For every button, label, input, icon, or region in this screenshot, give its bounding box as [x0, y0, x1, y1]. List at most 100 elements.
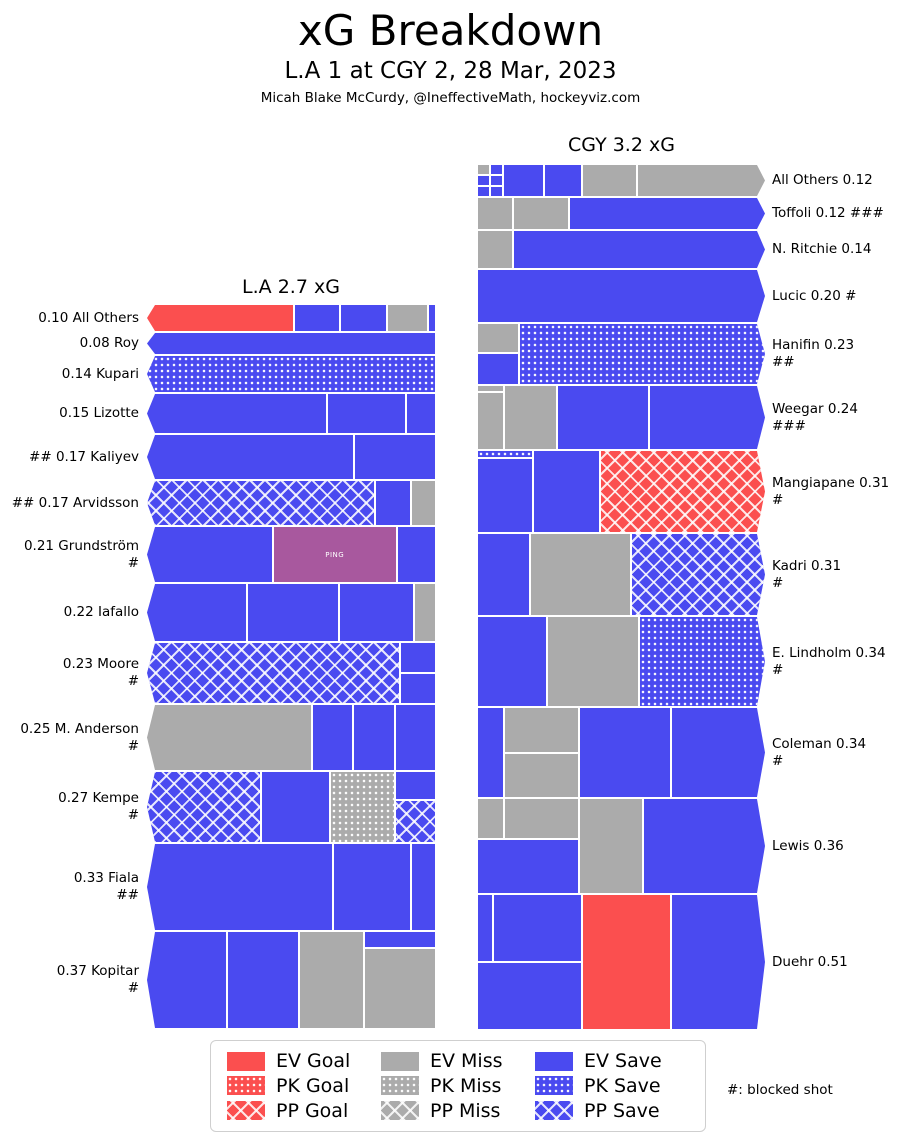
- player-label-line: #: [772, 574, 784, 591]
- legend-item-pk-miss: PK Miss: [381, 1075, 535, 1097]
- player-bar: [147, 705, 435, 770]
- player-label: Hanifin 0.23 ##: [765, 324, 901, 384]
- blocked-shot-note: #: blocked shot: [727, 1082, 833, 1098]
- player-row-grundstr-m: 0.21 Grundström # PING: [0, 527, 435, 582]
- player-bar: [147, 932, 435, 1028]
- segment-ev_miss: [548, 617, 639, 706]
- legend-item-ev-save: EV Save: [535, 1050, 689, 1072]
- segment-group: [478, 895, 581, 1029]
- segment-ev_miss: [478, 165, 489, 174]
- legend-label: PP Miss: [430, 1099, 501, 1122]
- player-label-line: ## 0.17 Kaliyev: [29, 448, 139, 465]
- player-bar: [478, 534, 765, 615]
- player-bar: [147, 844, 435, 930]
- segment-pp_save: [147, 643, 399, 703]
- segment-ev_save: [261, 772, 330, 842]
- legend: EV Goal EV Miss EV Save PK Goal PK Miss PK Sa…: [210, 1040, 706, 1132]
- segment-ev_miss: [364, 949, 435, 1028]
- pp-save-swatch: [535, 1101, 573, 1121]
- player-bar: [147, 772, 435, 842]
- segment-pk_save: [147, 356, 435, 392]
- segment-pp_goal: [601, 451, 765, 532]
- segment-ev_save: [400, 674, 435, 703]
- segment-ev_save: [491, 165, 502, 174]
- player-label-line: #: [127, 554, 139, 571]
- player-label-line: 0.21 Grundström: [23, 537, 139, 554]
- player-label: Toffoli 0.12 ###: [765, 198, 901, 229]
- segment-ev_save: [412, 844, 435, 930]
- player-label-line: Toffoli 0.12 ###: [772, 205, 884, 222]
- segment-ev_save: [491, 187, 502, 196]
- player-label-line: Hanifin 0.23: [772, 337, 855, 354]
- player-label-line: Weegar 0.24: [772, 400, 858, 417]
- segment-group: [478, 451, 532, 532]
- segment-ev_goal: [147, 305, 293, 331]
- player-row-fiala: 0.33 Fiala ##: [0, 844, 435, 930]
- player-row-arvidsson: ## 0.17 Arvidsson: [0, 481, 435, 525]
- player-bar: [478, 617, 765, 706]
- page-title: xG Breakdown: [297, 6, 604, 55]
- segment-ev_save: [354, 705, 394, 770]
- player-bar: [478, 324, 765, 384]
- player-label: 0.37 Kopitar #: [0, 932, 147, 1028]
- player-label: ## 0.17 Arvidsson: [0, 481, 147, 525]
- player-row-kempe: 0.27 Kempe #: [0, 772, 435, 842]
- player-label-line: #: [127, 807, 139, 823]
- player-label-line: #: [127, 980, 139, 996]
- segment-ev_miss: [580, 799, 642, 893]
- legend-label: PP Goal: [276, 1099, 349, 1122]
- segment-ev_save: [478, 840, 578, 893]
- credit-line: Micah Blake McCurdy, @IneffectiveMath, h…: [260, 90, 641, 107]
- pk-goal-swatch: [227, 1076, 265, 1096]
- player-label-line: 0.15 Lizotte: [59, 405, 139, 422]
- segment-group: [395, 772, 435, 842]
- player-label: 0.23 Moore #: [0, 643, 147, 703]
- player-bar: PING: [147, 527, 435, 582]
- segment-ev_save: [147, 844, 332, 930]
- player-row-m-anderson: 0.25 M. Anderson #: [0, 705, 435, 770]
- player-label: 0.21 Grundström #: [0, 527, 147, 582]
- segment-ev_save: [558, 386, 648, 449]
- player-row-kopitar: 0.37 Kopitar #: [0, 932, 435, 1028]
- segment-ev_save: [147, 527, 272, 582]
- segment-ev_miss: [505, 799, 579, 838]
- player-bar: [147, 435, 435, 479]
- la-chart-title: L.A 2.7 xG: [242, 276, 340, 298]
- player-label: 0.27 Kempe #: [0, 772, 147, 842]
- segment-subrow: [478, 895, 581, 961]
- legend-label: PP Save: [584, 1099, 660, 1122]
- player-bar: [478, 799, 765, 893]
- player-label: 0.15 Lizotte: [0, 394, 147, 433]
- segment-pp_save: [395, 801, 435, 842]
- player-row-all-others: All Others 0.12: [478, 165, 901, 196]
- segment-ev_save: [395, 705, 435, 770]
- segment-ev_save: [354, 435, 435, 479]
- player-label: 0.22 Iafallo: [0, 584, 147, 641]
- ev-goal-swatch: [227, 1051, 265, 1071]
- segment-ev_miss: [300, 932, 363, 1028]
- segment-ev_goal: [583, 895, 670, 1029]
- player-label-line: Duehr 0.51: [772, 953, 848, 970]
- player-row-iafallo: 0.22 Iafallo: [0, 584, 435, 641]
- player-label-line: Lewis 0.36: [772, 837, 844, 854]
- segment-group: [478, 799, 578, 893]
- player-row-lucic: Lucic 0.20 #: [478, 270, 901, 322]
- segment-group: [400, 643, 435, 703]
- legend-item-pp-goal: PP Goal: [227, 1100, 381, 1122]
- segment-ev_save: [400, 643, 435, 672]
- player-label-line: Coleman 0.34: [772, 735, 867, 752]
- segment-ev_save: [650, 386, 765, 449]
- player-label-line: All Others 0.12: [772, 172, 873, 189]
- segment-ev_save: [312, 705, 353, 770]
- player-label-line: 0.10 All Others: [38, 309, 139, 326]
- segment-ev_save: [504, 165, 543, 196]
- segment-group: [364, 932, 435, 1028]
- cgy-chart-title: CGY 3.2 xG: [568, 134, 675, 156]
- legend-item-pk-goal: PK Goal: [227, 1075, 381, 1097]
- player-row-kupari: 0.14 Kupari: [0, 356, 435, 392]
- pp-miss-swatch: [381, 1101, 419, 1121]
- legend-item-pk-save: PK Save: [535, 1075, 689, 1097]
- player-label: 0.25 M. Anderson #: [0, 705, 147, 770]
- player-row-lizotte: 0.15 Lizotte: [0, 394, 435, 433]
- segment-ev_save: [147, 435, 353, 479]
